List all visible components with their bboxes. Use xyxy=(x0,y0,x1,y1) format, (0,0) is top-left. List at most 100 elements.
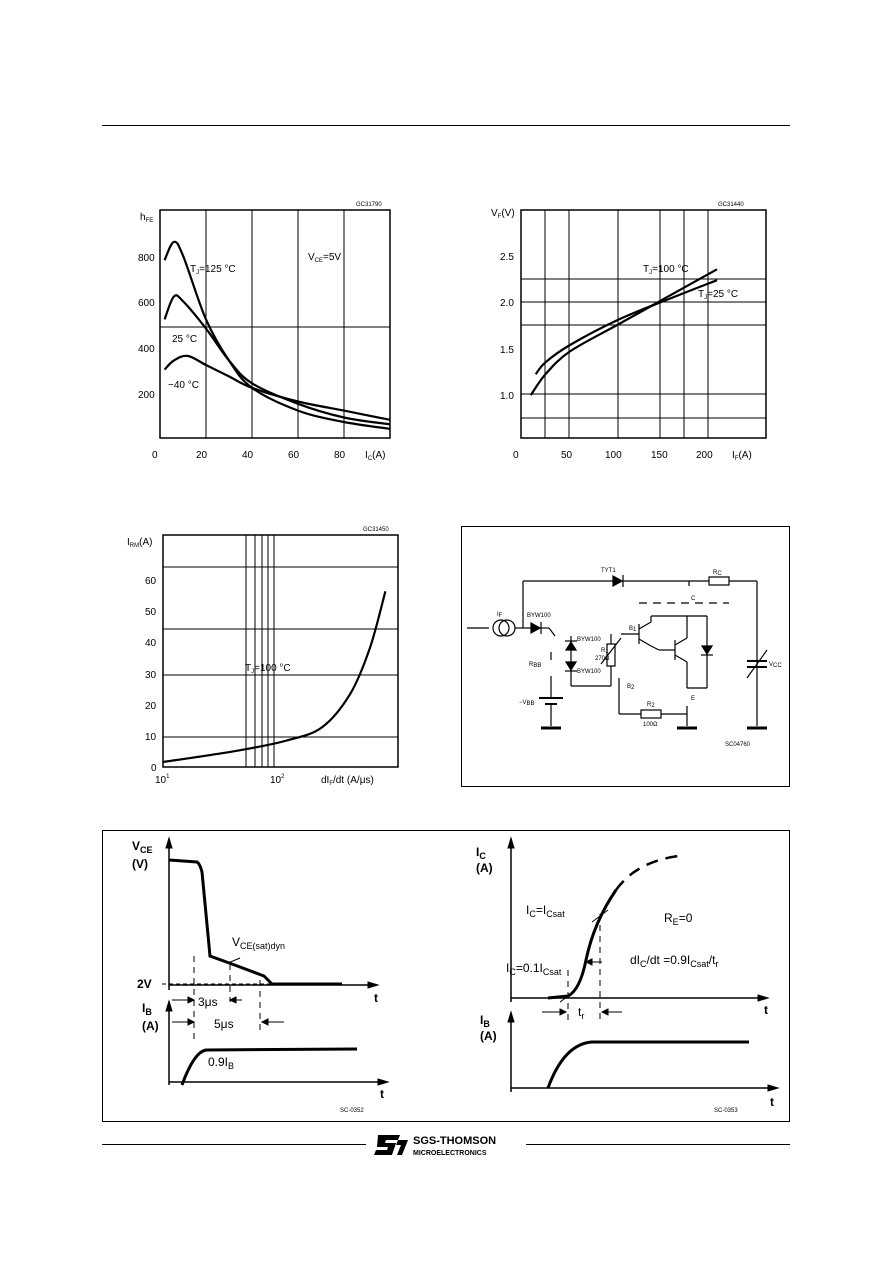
test-circuit: TYT1 RC C IF BYW100 BYW100 BYW100 B1 R1 … xyxy=(461,526,790,787)
y-tick-label: 50 xyxy=(145,607,157,618)
y-tick-label: 60 xyxy=(145,576,157,587)
ib-09-label: 0.9IB xyxy=(208,1055,234,1071)
annotation-m40c: −40 °C xyxy=(168,380,199,391)
y-tick-label: 800 xyxy=(138,253,155,264)
label-rbb: RBB xyxy=(529,662,541,669)
y-tick-label: 2.0 xyxy=(500,298,514,309)
x-tick-label: 150 xyxy=(651,450,668,461)
ib-unit-right: (A) xyxy=(480,1029,497,1043)
circuit-code: SC04760 xyxy=(725,742,751,748)
footer-rule-right xyxy=(526,1144,790,1145)
label-r2-value: 100Ω xyxy=(643,722,658,728)
y-tick-label: 1.5 xyxy=(500,345,514,356)
ic-unit: (A) xyxy=(476,861,493,875)
vce-sat-label: VCE(sat)dyn xyxy=(232,935,285,951)
x-tick-label: 100 xyxy=(605,450,622,461)
label-b2: B2 xyxy=(627,684,635,691)
vce-unit: (V) xyxy=(132,857,148,871)
t-axis-label-right-2: t xyxy=(770,1095,774,1109)
y-tick-label: 1.0 xyxy=(500,391,514,402)
label-byw1: BYW100 xyxy=(527,613,551,619)
y-tick-label: 0 xyxy=(151,763,157,774)
label-r1: R1 xyxy=(601,648,609,655)
series-line-0 xyxy=(162,591,387,764)
y-axis-label: hFE xyxy=(140,212,153,224)
x-tick-label: 101 xyxy=(155,774,170,786)
y-tick-label: 10 xyxy=(145,732,157,743)
grid xyxy=(163,535,398,767)
y-tick-label: 400 xyxy=(138,344,155,355)
annotation-25c: 25 °C xyxy=(172,334,197,345)
label-tyt1: TYT1 xyxy=(601,568,616,574)
annotation-vce: VCE=5V xyxy=(308,252,341,264)
x-axis-label: IF(A) xyxy=(732,450,752,462)
label-r1-value: 270Ω xyxy=(595,656,610,662)
label-vbb: −VBB xyxy=(519,700,535,707)
plot-frame xyxy=(520,209,767,439)
left-waveform-code: SC-0352 xyxy=(340,1108,364,1114)
right-waveform-drawing xyxy=(507,836,780,1092)
x-tick-label: 60 xyxy=(288,450,300,461)
label-c: C xyxy=(691,596,696,602)
ib-label: IB xyxy=(142,1001,152,1017)
chart-code: GC31790 xyxy=(356,202,382,208)
label-byw2: BYW100 xyxy=(577,637,601,643)
x-tick-label: 200 xyxy=(696,450,713,461)
label-byw3: BYW100 xyxy=(577,669,601,675)
five-us-label: 5μs xyxy=(214,1017,234,1031)
annotation-tj100: TJ=100 °C xyxy=(643,264,689,276)
label-e: E xyxy=(691,696,695,702)
label-b1: B1 xyxy=(629,626,637,633)
y-tick-label: 20 xyxy=(145,701,157,712)
grid xyxy=(521,210,766,438)
company-logo: SGS-THOMSON MICROELECTRONICS xyxy=(372,1131,522,1159)
ic-label: IC xyxy=(476,845,486,861)
y-tick-label: 2.5 xyxy=(500,252,514,263)
y-axis-label: IRM(A) xyxy=(127,537,152,549)
vce-label: VCE xyxy=(132,839,153,855)
series-line-0 xyxy=(529,268,718,396)
x-tick-label: 40 xyxy=(242,450,254,461)
ic01-label: IC=0.1ICsat xyxy=(506,961,562,977)
st-logo-icon: SGS-THOMSON MICROELECTRONICS xyxy=(374,1135,496,1157)
irm-series xyxy=(162,591,387,764)
y-tick-label: 40 xyxy=(145,638,157,649)
y-tick-label: 600 xyxy=(138,298,155,309)
annotation-tj125: TJ=125 °C xyxy=(190,264,236,276)
circuit-wires xyxy=(467,574,768,730)
y-axis-label: VF(V) xyxy=(491,208,515,220)
grid xyxy=(160,210,390,438)
hfe-series xyxy=(163,240,391,430)
chart-code: GC31440 xyxy=(718,202,744,208)
ib-unit: (A) xyxy=(142,1019,159,1033)
left-waveform-drawing xyxy=(162,836,390,1086)
annotation-tj25: TJ=25 °C xyxy=(698,289,738,301)
x-tick-label: 102 xyxy=(270,774,285,786)
label-rc: RC xyxy=(713,570,722,577)
ib-label-right: IB xyxy=(480,1013,490,1029)
series-line-1 xyxy=(163,294,391,426)
label-vcc: VCC xyxy=(769,662,782,669)
x-tick-label: 0 xyxy=(513,450,519,461)
plot-frame xyxy=(162,534,399,768)
label-r2: R2 xyxy=(647,702,655,709)
x-axis-label: dIF/dt (A/μs) xyxy=(321,775,374,787)
vf-chart: GC31440 VF(V) 2.5 2.0 1.5 1.0 0 50 100 1… xyxy=(491,202,767,462)
re-zero-label: RE=0 xyxy=(664,911,693,927)
y-tick-label: 30 xyxy=(145,670,157,681)
switching-waveforms: VCE (V) VCE(sat)dyn 2V t 3μs 5μs IB (A) … xyxy=(102,830,790,1122)
footer-rule-left xyxy=(102,1144,366,1145)
label-if: IF xyxy=(497,612,503,619)
hfe-chart: GC31790 hFE 800 600 400 200 0 20 40 60 8… xyxy=(138,202,391,462)
y-tick-label: 200 xyxy=(138,390,155,401)
t-axis-label-2: t xyxy=(380,1087,384,1101)
brand-name: SGS-THOMSON xyxy=(413,1135,496,1147)
header-rule xyxy=(102,125,790,126)
right-waveform-code: SC-0353 xyxy=(714,1108,738,1114)
t-axis-label-right: t xyxy=(764,1003,768,1017)
x-tick-label: 20 xyxy=(196,450,208,461)
three-us-label: 3μs xyxy=(198,995,218,1009)
vf-series xyxy=(529,268,718,396)
series-line-1 xyxy=(534,279,718,375)
annotation-tj: TJ=100 °C xyxy=(245,663,291,675)
